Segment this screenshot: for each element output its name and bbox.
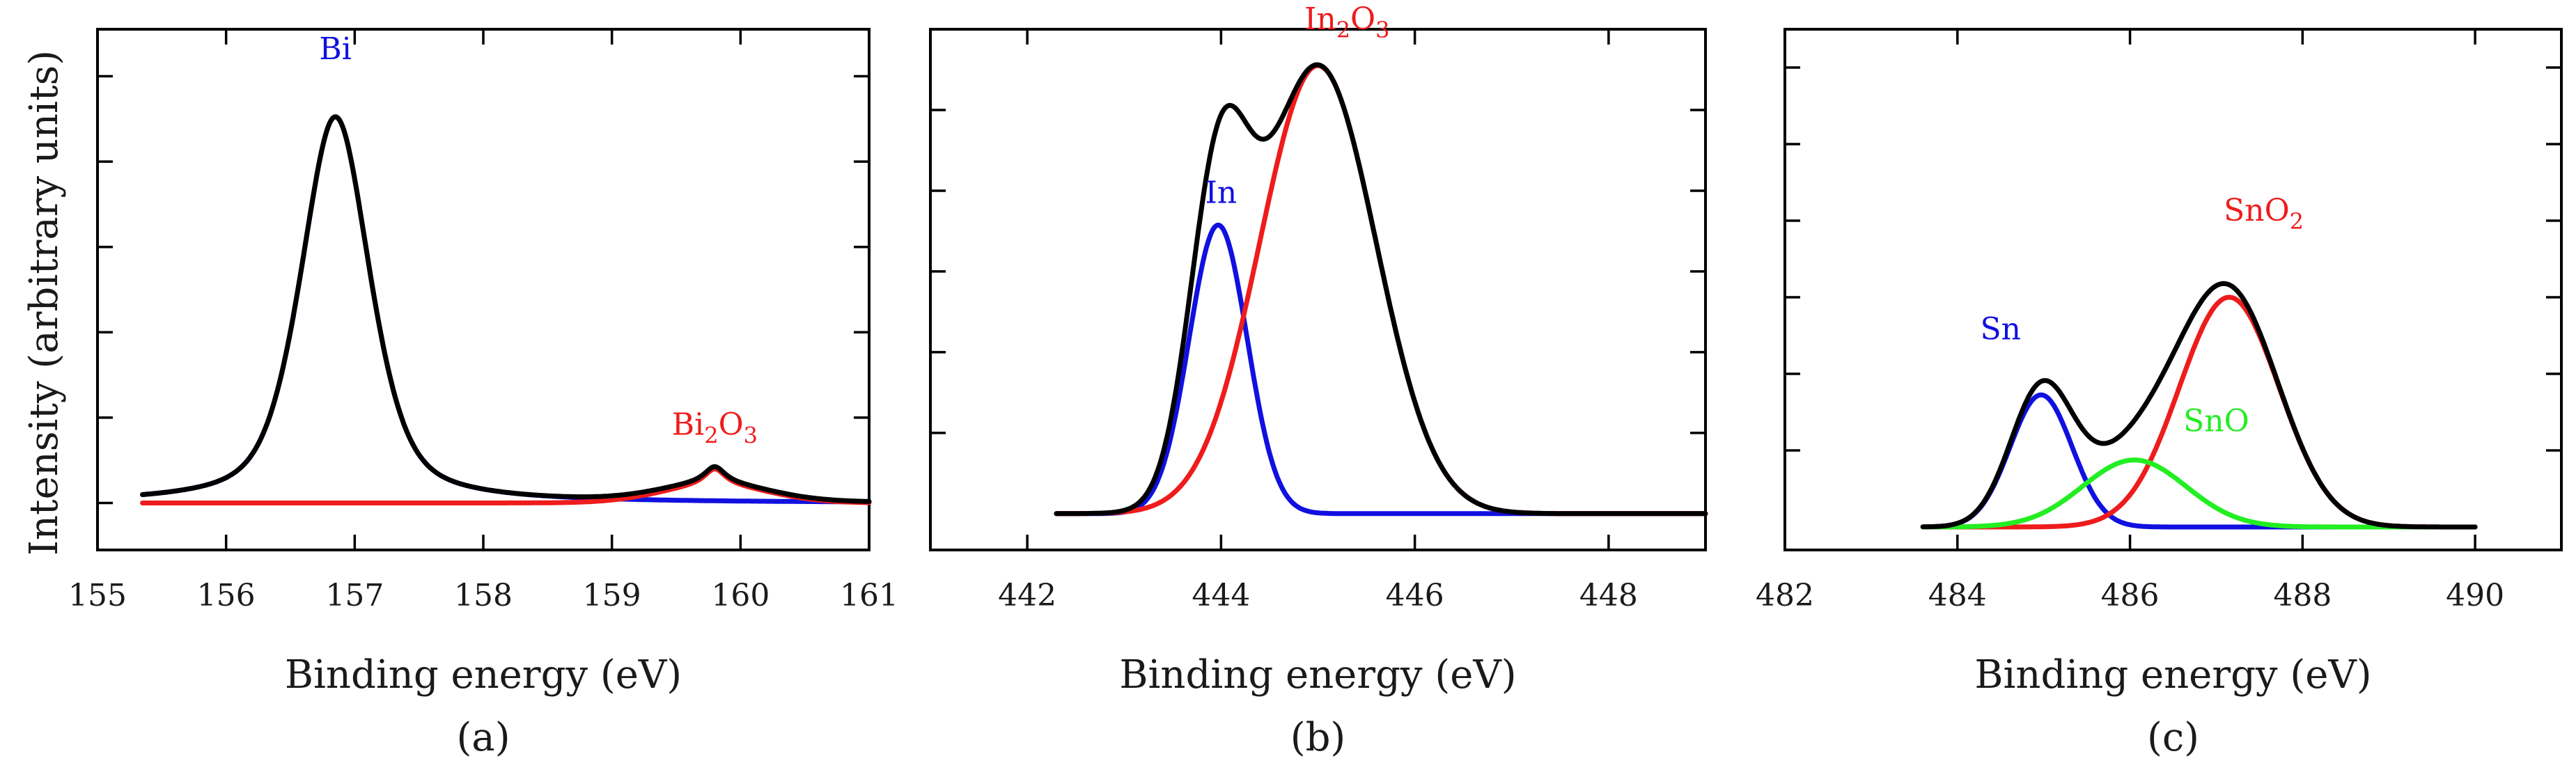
peak-label-bi2o3: Bi2O3 (672, 407, 758, 448)
peak-label-sn: Sn (1980, 312, 2020, 347)
x-tick-label: 156 (197, 578, 256, 613)
x-tick-label: 157 (325, 578, 384, 613)
plot-frame (929, 28, 1707, 551)
x-tick-label: 444 (1192, 578, 1250, 613)
series-envelope-line (1920, 281, 2478, 530)
x-axis-label: Binding energy (eV) (285, 652, 682, 698)
panel-label: (b) (1290, 715, 1346, 760)
peak-label-sno2: SnO2 (2224, 193, 2304, 235)
y-axis-label: Intensity (arbitrary units) (22, 50, 67, 556)
x-tick-label: 155 (68, 578, 127, 613)
series-bi-line (140, 114, 872, 505)
x-tick-label: 490 (2446, 578, 2504, 613)
plot-frame (1783, 28, 2563, 551)
x-tick-label: 448 (1579, 578, 1638, 613)
peak-label-in: In (1205, 175, 1238, 210)
panel-label: (a) (456, 715, 510, 760)
series-envelope-line (1054, 62, 1708, 517)
series-sno-line (1920, 457, 2478, 530)
x-tick-label: 161 (840, 578, 898, 613)
x-tick-label: 160 (711, 578, 770, 613)
series-in2o3-line (1054, 63, 1708, 517)
peak-label-bi: Bi (319, 31, 351, 67)
panel-label: (c) (2147, 715, 2199, 760)
x-tick-label: 488 (2273, 578, 2332, 613)
x-axis-label: Binding energy (eV) (1119, 652, 1516, 698)
x-tick-label: 158 (454, 578, 513, 613)
panel-c: 482 484 486 488 490 Sn SnO2 SnO Binding energy (… (1756, 28, 2563, 760)
panel-a: 155 156 157 158 159 160 161 Bi Bi2O3 Binding ener… (68, 28, 898, 760)
series-envelope-line (140, 114, 872, 504)
x-tick-label: 482 (1756, 578, 1814, 613)
peak-label-in2o3: In2O3 (1304, 1, 1390, 43)
x-tick-label: 484 (1928, 578, 1987, 613)
panel-b: 442 444 446 448 In In2O3 Binding energy (eV) (b… (929, 1, 1708, 760)
x-tick-label: 446 (1386, 578, 1444, 613)
peak-label-sno: SnO (2183, 404, 2249, 439)
plot-frame (96, 28, 871, 551)
x-tick-label: 486 (2101, 578, 2160, 613)
x-tick-label: 442 (998, 578, 1056, 613)
x-axis-label: Binding energy (eV) (1974, 652, 2371, 698)
x-tick-label: 159 (583, 578, 641, 613)
